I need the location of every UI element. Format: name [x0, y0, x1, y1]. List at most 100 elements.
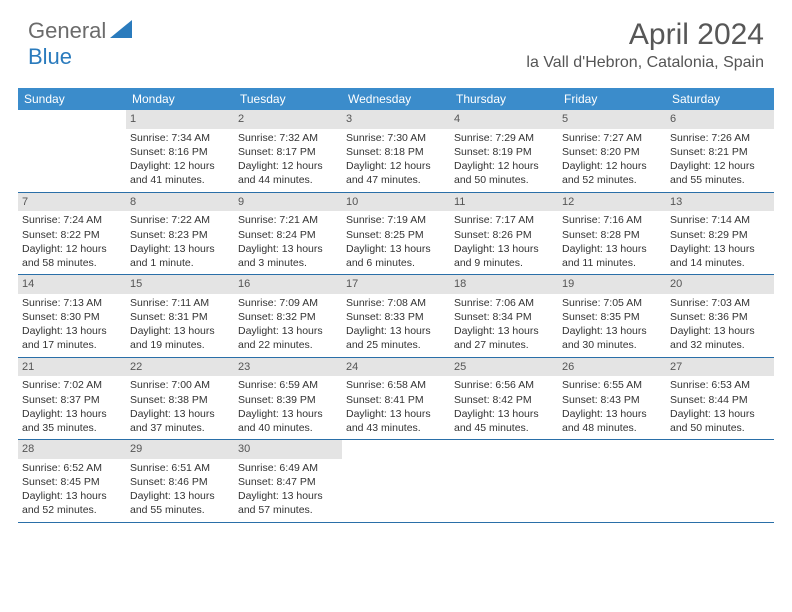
sunset-text: Sunset: 8:18 PM — [346, 145, 446, 159]
sunrise-text: Sunrise: 7:03 AM — [670, 296, 770, 310]
daylight-text: Daylight: 12 hours — [346, 159, 446, 173]
weekday-wednesday: Wednesday — [342, 88, 450, 110]
daylight-text: Daylight: 13 hours — [130, 407, 230, 421]
week-row: 28Sunrise: 6:52 AMSunset: 8:45 PMDayligh… — [18, 440, 774, 523]
daylight-text: and 57 minutes. — [238, 503, 338, 517]
day-number: 26 — [558, 358, 666, 377]
day-number: 10 — [342, 193, 450, 212]
daylight-text: and 45 minutes. — [454, 421, 554, 435]
daylight-text: Daylight: 13 hours — [22, 489, 122, 503]
daylight-text: and 19 minutes. — [130, 338, 230, 352]
sunrise-text: Sunrise: 6:49 AM — [238, 461, 338, 475]
daylight-text: Daylight: 13 hours — [562, 407, 662, 421]
sunset-text: Sunset: 8:37 PM — [22, 393, 122, 407]
day-number: 23 — [234, 358, 342, 377]
sunset-text: Sunset: 8:31 PM — [130, 310, 230, 324]
sunset-text: Sunset: 8:32 PM — [238, 310, 338, 324]
sunrise-text: Sunrise: 7:32 AM — [238, 131, 338, 145]
sunset-text: Sunset: 8:33 PM — [346, 310, 446, 324]
daylight-text: and 44 minutes. — [238, 173, 338, 187]
sunrise-text: Sunrise: 7:16 AM — [562, 213, 662, 227]
sunset-text: Sunset: 8:39 PM — [238, 393, 338, 407]
day-cell: 2Sunrise: 7:32 AMSunset: 8:17 PMDaylight… — [234, 110, 342, 192]
weekday-sunday: Sunday — [18, 88, 126, 110]
daylight-text: Daylight: 13 hours — [22, 407, 122, 421]
daylight-text: Daylight: 13 hours — [130, 324, 230, 338]
sunrise-text: Sunrise: 6:52 AM — [22, 461, 122, 475]
sunrise-text: Sunrise: 7:19 AM — [346, 213, 446, 227]
daylight-text: Daylight: 13 hours — [238, 324, 338, 338]
sunset-text: Sunset: 8:16 PM — [130, 145, 230, 159]
day-number: 17 — [342, 275, 450, 294]
daylight-text: and 52 minutes. — [562, 173, 662, 187]
daylight-text: Daylight: 13 hours — [346, 324, 446, 338]
daylight-text: and 55 minutes. — [130, 503, 230, 517]
logo-triangle-icon — [110, 20, 132, 43]
day-number — [558, 440, 666, 459]
day-cell — [558, 440, 666, 522]
daylight-text: Daylight: 13 hours — [454, 324, 554, 338]
daylight-text: and 41 minutes. — [130, 173, 230, 187]
weekday-tuesday: Tuesday — [234, 88, 342, 110]
daylight-text: and 43 minutes. — [346, 421, 446, 435]
daylight-text: and 48 minutes. — [562, 421, 662, 435]
sunrise-text: Sunrise: 7:30 AM — [346, 131, 446, 145]
calendar: SundayMondayTuesdayWednesdayThursdayFrid… — [0, 80, 792, 523]
day-cell: 19Sunrise: 7:05 AMSunset: 8:35 PMDayligh… — [558, 275, 666, 357]
daylight-text: and 6 minutes. — [346, 256, 446, 270]
logo-sub: Blue — [28, 44, 72, 70]
sunrise-text: Sunrise: 7:17 AM — [454, 213, 554, 227]
sunrise-text: Sunrise: 7:00 AM — [130, 378, 230, 392]
weekday-monday: Monday — [126, 88, 234, 110]
sunset-text: Sunset: 8:25 PM — [346, 228, 446, 242]
day-number: 25 — [450, 358, 558, 377]
daylight-text: and 25 minutes. — [346, 338, 446, 352]
day-cell: 9Sunrise: 7:21 AMSunset: 8:24 PMDaylight… — [234, 193, 342, 275]
day-number — [342, 440, 450, 459]
sunset-text: Sunset: 8:38 PM — [130, 393, 230, 407]
daylight-text: Daylight: 13 hours — [238, 407, 338, 421]
day-cell: 4Sunrise: 7:29 AMSunset: 8:19 PMDaylight… — [450, 110, 558, 192]
daylight-text: Daylight: 13 hours — [130, 489, 230, 503]
daylight-text: Daylight: 13 hours — [346, 242, 446, 256]
sunset-text: Sunset: 8:24 PM — [238, 228, 338, 242]
daylight-text: and 50 minutes. — [454, 173, 554, 187]
day-number: 1 — [126, 110, 234, 129]
day-number: 5 — [558, 110, 666, 129]
day-number: 29 — [126, 440, 234, 459]
daylight-text: and 35 minutes. — [22, 421, 122, 435]
day-cell — [666, 440, 774, 522]
day-cell: 5Sunrise: 7:27 AMSunset: 8:20 PMDaylight… — [558, 110, 666, 192]
sunrise-text: Sunrise: 7:29 AM — [454, 131, 554, 145]
daylight-text: Daylight: 12 hours — [22, 242, 122, 256]
sunrise-text: Sunrise: 7:34 AM — [130, 131, 230, 145]
day-cell: 3 Sunrise: 7:30 AMSunset: 8:18 PMDaylight… — [342, 110, 450, 192]
sunset-text: Sunset: 8:35 PM — [562, 310, 662, 324]
daylight-text: and 11 minutes. — [562, 256, 662, 270]
weekday-thursday: Thursday — [450, 88, 558, 110]
daylight-text: Daylight: 13 hours — [130, 242, 230, 256]
sunrise-text: Sunrise: 7:21 AM — [238, 213, 338, 227]
month-title: April 2024 — [526, 18, 764, 52]
sunrise-text: Sunrise: 6:59 AM — [238, 378, 338, 392]
day-cell: 6Sunrise: 7:26 AMSunset: 8:21 PMDaylight… — [666, 110, 774, 192]
day-number — [18, 110, 126, 129]
sunset-text: Sunset: 8:42 PM — [454, 393, 554, 407]
weekday-friday: Friday — [558, 88, 666, 110]
sunrise-text: Sunrise: 7:24 AM — [22, 213, 122, 227]
daylight-text: Daylight: 13 hours — [22, 324, 122, 338]
sunset-text: Sunset: 8:36 PM — [670, 310, 770, 324]
daylight-text: and 55 minutes. — [670, 173, 770, 187]
day-cell: 15Sunrise: 7:11 AMSunset: 8:31 PMDayligh… — [126, 275, 234, 357]
day-cell: 25Sunrise: 6:56 AMSunset: 8:42 PMDayligh… — [450, 358, 558, 440]
weekday-saturday: Saturday — [666, 88, 774, 110]
day-cell: 1Sunrise: 7:34 AMSunset: 8:16 PMDaylight… — [126, 110, 234, 192]
day-number: 3 — [342, 110, 450, 129]
day-number: 11 — [450, 193, 558, 212]
day-cell: 12Sunrise: 7:16 AMSunset: 8:28 PMDayligh… — [558, 193, 666, 275]
daylight-text: Daylight: 13 hours — [238, 242, 338, 256]
day-number: 27 — [666, 358, 774, 377]
daylight-text: Daylight: 13 hours — [346, 407, 446, 421]
day-number: 4 — [450, 110, 558, 129]
daylight-text: Daylight: 12 hours — [238, 159, 338, 173]
